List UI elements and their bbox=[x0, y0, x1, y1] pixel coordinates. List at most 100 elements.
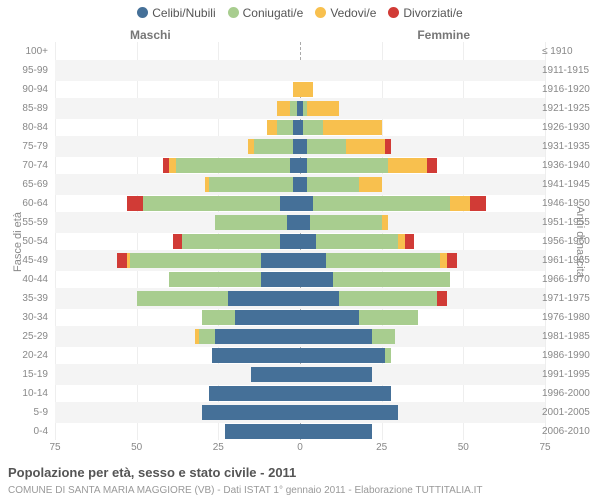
y-label-birth: 1981-1985 bbox=[542, 332, 594, 342]
bar-segment bbox=[427, 158, 437, 173]
age-row bbox=[55, 365, 545, 384]
legend-label: Vedovi/e bbox=[330, 6, 376, 20]
male-bar bbox=[55, 44, 300, 59]
female-bar bbox=[300, 44, 545, 59]
y-label-age: 100+ bbox=[6, 47, 48, 57]
bar-segment bbox=[228, 291, 300, 306]
age-row bbox=[55, 232, 545, 251]
male-bar bbox=[55, 253, 300, 268]
age-row bbox=[55, 346, 545, 365]
y-label-birth: 2006-2010 bbox=[542, 427, 594, 437]
bar-segment bbox=[300, 196, 313, 211]
bar-segment bbox=[176, 158, 290, 173]
legend-swatch bbox=[228, 7, 239, 18]
male-bar bbox=[55, 367, 300, 382]
legend-item: Divorziati/e bbox=[388, 6, 462, 20]
y-label-birth: 2001-2005 bbox=[542, 408, 594, 418]
male-bar bbox=[55, 120, 300, 135]
female-bar bbox=[300, 139, 545, 154]
population-pyramid-chart: Celibi/Nubili Coniugati/e Vedovi/e Divorzia… bbox=[0, 0, 600, 500]
bar-segment bbox=[290, 158, 300, 173]
bar-segment bbox=[307, 101, 340, 116]
age-row bbox=[55, 80, 545, 99]
x-tick: 50 bbox=[131, 442, 142, 453]
y-label-birth: 1991-1995 bbox=[542, 370, 594, 380]
y-label-age: 15-19 bbox=[6, 370, 48, 380]
bar-segment bbox=[300, 291, 339, 306]
bar-segment bbox=[339, 291, 437, 306]
bar-segment bbox=[277, 120, 293, 135]
y-label-birth: 1916-1920 bbox=[542, 85, 594, 95]
bar-segment bbox=[300, 405, 398, 420]
female-bar bbox=[300, 82, 545, 97]
bar-segment bbox=[300, 424, 372, 439]
legend-label: Coniugati/e bbox=[243, 6, 304, 20]
y-label-birth: 1976-1980 bbox=[542, 313, 594, 323]
bar-segment bbox=[261, 253, 300, 268]
bar-segment bbox=[173, 234, 183, 249]
bar-segment bbox=[323, 120, 382, 135]
y-label-birth: 1911-1915 bbox=[542, 66, 594, 76]
age-row bbox=[55, 251, 545, 270]
male-bar bbox=[55, 424, 300, 439]
female-bar bbox=[300, 367, 545, 382]
bar-segment bbox=[235, 310, 300, 325]
y-label-age: 60-64 bbox=[6, 199, 48, 209]
y-label-birth: 1931-1935 bbox=[542, 142, 594, 152]
male-bar bbox=[55, 291, 300, 306]
female-bar bbox=[300, 177, 545, 192]
bar-segment bbox=[316, 234, 398, 249]
bar-segment bbox=[117, 253, 127, 268]
y-label-age: 80-84 bbox=[6, 123, 48, 133]
female-bar bbox=[300, 101, 545, 116]
male-title: Maschi bbox=[130, 28, 171, 42]
y-label-birth: 1961-1965 bbox=[542, 256, 594, 266]
bar-segment bbox=[333, 272, 451, 287]
female-bar bbox=[300, 405, 545, 420]
legend-item: Coniugati/e bbox=[228, 6, 304, 20]
bar-segment bbox=[359, 310, 418, 325]
bar-segment bbox=[326, 253, 440, 268]
bar-segment bbox=[209, 386, 300, 401]
bar-segment bbox=[470, 196, 486, 211]
male-bar bbox=[55, 234, 300, 249]
bar-segment bbox=[385, 348, 392, 363]
y-label-age: 75-79 bbox=[6, 142, 48, 152]
age-row bbox=[55, 270, 545, 289]
age-row bbox=[55, 213, 545, 232]
y-label-age: 25-29 bbox=[6, 332, 48, 342]
bar-segment bbox=[447, 253, 457, 268]
bar-segment bbox=[254, 139, 293, 154]
bar-segment bbox=[127, 196, 143, 211]
bar-segment bbox=[300, 310, 359, 325]
male-bar bbox=[55, 405, 300, 420]
bar-segment bbox=[202, 405, 300, 420]
x-tick: 25 bbox=[213, 442, 224, 453]
bar-segment bbox=[300, 215, 310, 230]
bar-segment bbox=[385, 139, 392, 154]
y-label-age: 85-89 bbox=[6, 104, 48, 114]
bar-segment bbox=[307, 158, 389, 173]
chart-title: Popolazione per età, sesso e stato civil… bbox=[8, 465, 296, 480]
male-bar bbox=[55, 386, 300, 401]
bar-segment bbox=[300, 386, 391, 401]
chart-subtitle: COMUNE DI SANTA MARIA MAGGIORE (VB) - Da… bbox=[8, 485, 483, 496]
age-row bbox=[55, 422, 545, 441]
bar-segment bbox=[300, 272, 333, 287]
age-row bbox=[55, 289, 545, 308]
age-row bbox=[55, 327, 545, 346]
male-bar bbox=[55, 215, 300, 230]
female-bar bbox=[300, 120, 545, 135]
x-tick: 75 bbox=[539, 442, 550, 453]
y-label-age: 30-34 bbox=[6, 313, 48, 323]
bar-segment bbox=[209, 177, 294, 192]
male-bar bbox=[55, 158, 300, 173]
y-label-age: 55-59 bbox=[6, 218, 48, 228]
bar-segment bbox=[130, 253, 261, 268]
x-tick: 25 bbox=[376, 442, 387, 453]
bar-segment bbox=[280, 196, 300, 211]
bar-segment bbox=[267, 120, 277, 135]
male-bar bbox=[55, 63, 300, 78]
age-row bbox=[55, 99, 545, 118]
legend-item: Celibi/Nubili bbox=[137, 6, 215, 20]
